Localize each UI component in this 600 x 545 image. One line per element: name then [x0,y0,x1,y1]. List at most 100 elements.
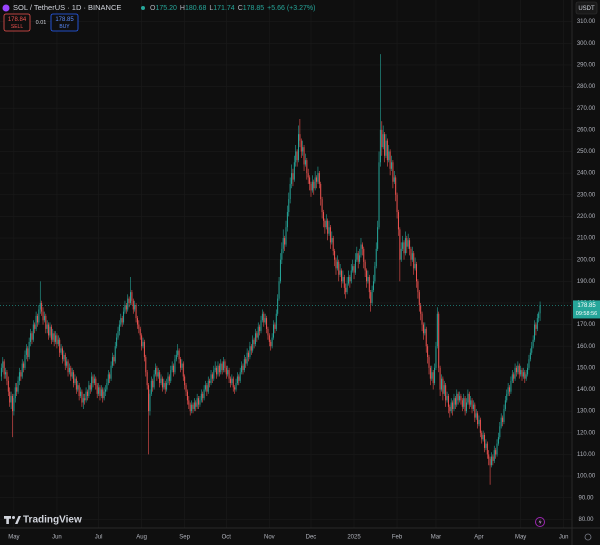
candle-body [472,404,474,409]
candle-body [179,359,181,368]
candle-body [184,376,186,386]
candle-body [24,354,26,368]
candle-body [114,346,116,362]
candle-body [261,313,263,321]
y-tick-label: 130.00 [577,409,596,415]
candle-body [34,324,36,329]
sell-label: SELL [11,24,23,30]
y-tick-label: 200.00 [577,257,596,263]
candle-body [267,328,269,336]
candle-body [363,248,365,262]
candle-body [36,315,38,323]
candle-body [299,134,301,141]
candle-body [378,162,380,228]
alert-icon[interactable] [535,517,545,527]
candle-body [386,140,388,161]
candle-body [123,311,125,323]
candle-body [252,339,254,351]
candle-body [234,387,236,390]
candle-body [28,341,30,358]
candle-body [525,374,527,379]
candle-body [149,393,151,412]
candle-body [174,359,176,373]
candle-body [154,367,156,375]
candle-body [50,326,52,340]
candle-body [242,365,244,371]
candle-body [63,354,65,360]
candle-body [536,318,538,329]
buy-button[interactable] [50,13,79,32]
candle-body [285,227,287,245]
candle-body [163,383,165,388]
candle-body [98,387,100,394]
candle-body [13,398,15,412]
candle-body [177,350,179,355]
legend-value: 180.68 [185,5,207,12]
candle-body [418,292,420,306]
candle-body [207,380,209,392]
y-tick-label: 190.00 [577,279,596,285]
candle-body [357,253,359,262]
legend-value: 178.85 [243,5,265,12]
y-tick-label: 240.00 [577,171,596,177]
y-tick-label: 170.00 [577,322,596,328]
candle-body [341,270,343,282]
candle-body [246,352,248,364]
candle-body [318,173,320,184]
y-tick-label: 250.00 [577,149,596,155]
x-tick-label: May [8,535,19,541]
candle-body [224,361,226,368]
candle-body [214,367,216,371]
sell-button[interactable] [3,13,31,32]
candle-body [500,417,502,427]
plot-area [0,54,572,485]
candle-body [109,374,111,379]
candle-body [279,259,281,282]
candle-body [520,370,522,375]
candle-body [521,370,523,377]
candle-body [370,292,372,303]
ohlc-legend: O175.20 H180.68 L171.74 C178.85 +5.66 (+3.27… [150,5,315,12]
candle-body [121,318,123,323]
candle-body [49,326,51,336]
currency-box[interactable] [575,1,598,15]
candle-body [507,387,509,394]
candle-body [117,331,119,338]
candle-body [102,389,104,399]
candle-body [484,434,486,448]
candle-body [297,134,299,161]
candle-body [253,339,255,345]
candle-body [192,404,194,409]
candle-body [232,378,234,388]
candle-body [393,177,395,182]
x-tick-label: Jun [559,535,569,541]
candle-body [504,400,506,409]
legend-key: L [209,5,213,12]
candle-body [148,385,150,412]
candle-body [264,318,266,323]
candle-body [60,348,62,353]
candle-body [186,391,188,401]
symbol-title[interactable]: SOL / TetherUS · 1D · BINANCE [13,3,121,12]
candle-body [402,242,404,249]
candle-body [70,367,72,377]
candle-body [499,426,501,438]
candle-body [425,328,427,347]
candle-body [139,328,141,336]
candle-body [397,212,399,230]
candle-body [375,248,377,267]
candle-body [443,385,445,394]
candle-body [538,313,540,319]
candle-body [188,400,190,405]
currency: USDT [578,6,595,12]
candle-body [324,220,326,228]
candle-body [352,266,354,271]
candle-body [389,151,391,169]
candle-body [110,365,112,379]
candle-body [413,253,415,269]
candle-body [532,339,534,347]
settings-icon[interactable] [584,533,592,541]
candle-body [223,361,225,371]
